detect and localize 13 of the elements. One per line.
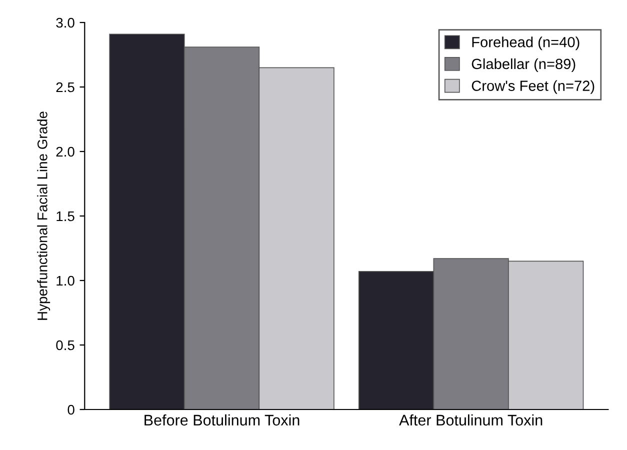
x-tick-label: After Botulinum Toxin [399, 414, 542, 426]
legend-label: Glabellar (n=89) [472, 58, 576, 72]
y-tick-label: 0.5 [56, 340, 74, 350]
legend-label: Forehead (n=40) [472, 36, 580, 50]
y-tick-label: 1.5 [56, 211, 74, 222]
x-tick-label: Before Botulinum Toxin [144, 414, 300, 426]
y-tick-label: 2.5 [56, 82, 74, 92]
y-axis-title: Hyperfunctional Facial Line Grade [37, 112, 50, 320]
y-tick-label: 2.0 [56, 146, 74, 157]
y-tick-label: 3.0 [56, 18, 74, 28]
legend-label: Crow's Feet (n=72) [472, 80, 594, 94]
y-tick-label: 0 [68, 404, 74, 415]
y-tick-label: 1.0 [56, 276, 74, 286]
